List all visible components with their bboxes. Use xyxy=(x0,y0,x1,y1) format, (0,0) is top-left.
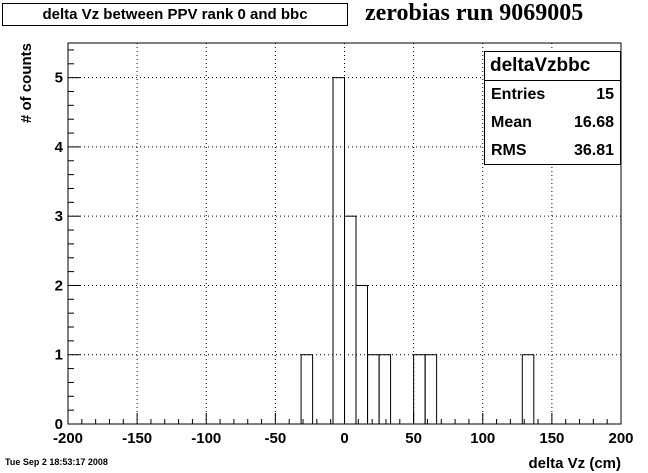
y-tick-label: 3 xyxy=(55,208,63,225)
stats-row-mean: Mean 16.68 xyxy=(485,109,620,137)
y-tick-label: 0 xyxy=(55,416,63,433)
x-tick-label: -200 xyxy=(53,430,83,447)
histogram-bin xyxy=(300,354,314,425)
histogram-bin xyxy=(344,215,357,425)
y-axis-label: # of counts xyxy=(18,43,35,123)
y-tick-label: 1 xyxy=(55,347,63,364)
x-tick-label: -100 xyxy=(191,430,221,447)
timestamp: Tue Sep 2 18:53:17 2008 xyxy=(5,457,108,467)
histogram-bin xyxy=(355,284,368,425)
y-tick-label: 2 xyxy=(55,277,63,294)
x-tick-label: -150 xyxy=(122,430,152,447)
x-tick-label: 200 xyxy=(608,430,633,447)
stats-value: 36.81 xyxy=(573,142,614,159)
run-label: zerobias run 9069005 xyxy=(365,0,584,26)
x-axis-label: delta Vz (cm) xyxy=(528,455,621,472)
stats-row-entries: Entries 15 xyxy=(485,81,620,109)
y-tick-label: 4 xyxy=(55,139,64,156)
stats-title: deltaVzbbc xyxy=(485,52,620,81)
stats-key: Mean xyxy=(491,114,532,131)
histogram-bin xyxy=(332,77,346,425)
x-tick-label: 150 xyxy=(539,430,564,447)
histogram-bin xyxy=(378,354,392,425)
x-tick-label: 100 xyxy=(470,430,495,447)
stats-row-rms: RMS 36.81 xyxy=(485,137,620,165)
x-tick-label: 0 xyxy=(340,430,348,447)
stats-box: deltaVzbbc Entries 15 Mean 16.68 RMS 36.… xyxy=(484,51,621,165)
x-tick-label: 50 xyxy=(405,430,422,447)
histogram-bin xyxy=(424,354,438,425)
histogram-bin xyxy=(367,354,380,425)
x-tick-label: -50 xyxy=(265,430,287,447)
chart-title: delta Vz between PPV rank 0 and bbc xyxy=(2,3,348,26)
stats-key: RMS xyxy=(491,142,527,159)
histogram-bin xyxy=(521,354,535,425)
y-tick-label: 5 xyxy=(55,70,63,87)
stats-value: 16.68 xyxy=(573,114,614,131)
stats-key: Entries xyxy=(491,86,546,103)
stats-value: 15 xyxy=(596,86,614,103)
histogram-bin xyxy=(413,354,426,425)
